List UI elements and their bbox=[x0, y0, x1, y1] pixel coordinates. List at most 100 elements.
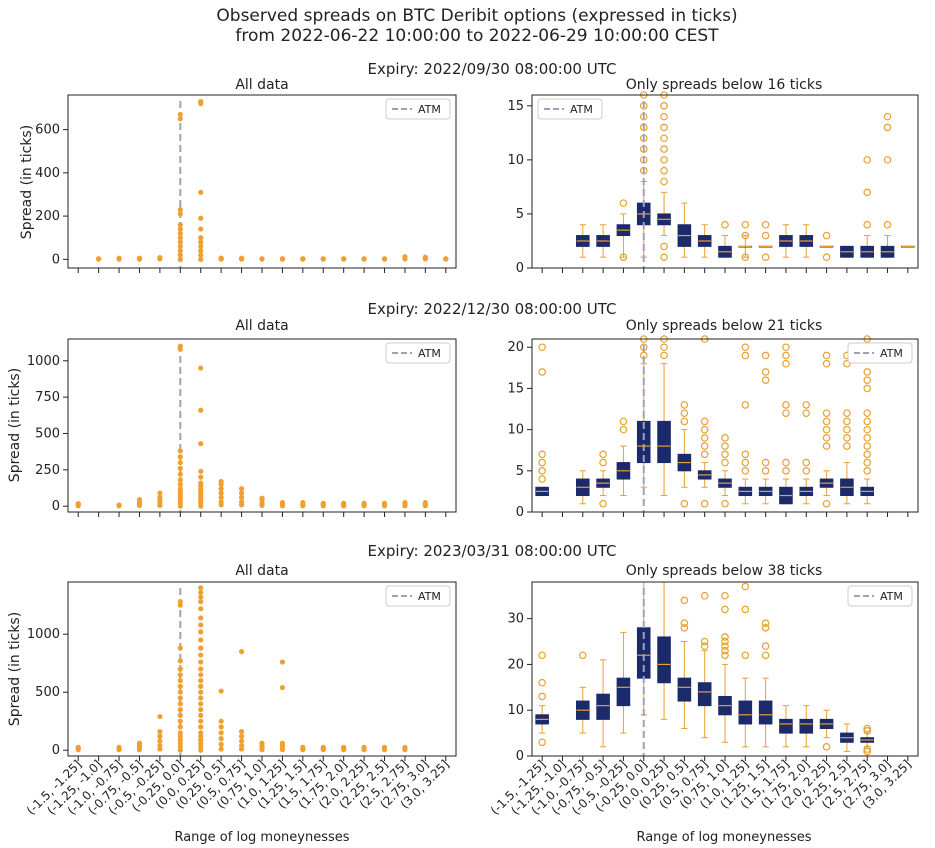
scatter-point bbox=[238, 733, 245, 739]
legend-label: ATM bbox=[570, 103, 593, 116]
outlier-point bbox=[863, 442, 872, 450]
scatter-point bbox=[177, 730, 183, 736]
x-axis-label-left: Range of log moneynesses bbox=[174, 830, 349, 845]
scatter-point bbox=[177, 454, 183, 460]
outlier-point bbox=[680, 417, 689, 426]
scatter-point bbox=[177, 486, 183, 492]
y-tick-label: 600 bbox=[35, 123, 60, 138]
box-iqr bbox=[799, 718, 814, 734]
outlier-point bbox=[680, 409, 689, 417]
y-tick-label: 250 bbox=[35, 463, 60, 478]
scatter-point bbox=[177, 724, 183, 730]
outlier-point bbox=[883, 112, 892, 121]
outlier-point bbox=[660, 145, 668, 153]
scatter-point bbox=[177, 343, 183, 349]
scatter-point bbox=[218, 486, 224, 492]
scatter-point bbox=[157, 490, 163, 496]
box-plot bbox=[657, 581, 671, 720]
plot-border bbox=[531, 94, 919, 269]
y-tick-label: 0 bbox=[52, 252, 60, 267]
scatter-point bbox=[198, 645, 204, 651]
scatter-point bbox=[198, 243, 204, 249]
y-tick-label: 500 bbox=[35, 426, 60, 441]
scatter-point bbox=[198, 718, 204, 724]
box-plot bbox=[758, 351, 773, 505]
outlier-point bbox=[619, 425, 628, 434]
outlier-point bbox=[619, 253, 628, 261]
expiry-title: Expiry: 2022/09/30 08:00:00 UTC bbox=[368, 60, 617, 78]
box-plot bbox=[575, 470, 590, 505]
outlier-point bbox=[863, 368, 872, 376]
box-plot bbox=[779, 705, 793, 748]
outlier-point bbox=[863, 458, 872, 467]
box-plot bbox=[718, 434, 732, 508]
box-plot bbox=[779, 343, 793, 505]
box-plot bbox=[677, 202, 692, 258]
plot-border bbox=[67, 338, 457, 513]
scatter-point bbox=[177, 707, 183, 713]
outlier-point bbox=[843, 359, 851, 368]
scatter-point bbox=[177, 481, 183, 487]
outlier-point bbox=[863, 156, 872, 164]
scatter-point bbox=[422, 499, 428, 506]
scatter-point bbox=[177, 252, 183, 258]
box-plot bbox=[840, 723, 854, 752]
y-tick-label: 1000 bbox=[27, 354, 60, 369]
scatter-point bbox=[238, 649, 245, 655]
outlier-point bbox=[802, 458, 811, 467]
box-plot bbox=[596, 224, 610, 258]
outlier-point bbox=[700, 499, 709, 508]
scatter-point bbox=[381, 500, 388, 506]
outlier-point bbox=[741, 231, 750, 240]
scatter-point bbox=[259, 256, 265, 262]
y-tick-label: 5 bbox=[516, 464, 524, 479]
legend-label: ATM bbox=[880, 590, 903, 603]
scatter-point bbox=[177, 712, 183, 719]
box-plot-filtered: 0 10 20 30 ATM bbox=[507, 581, 919, 764]
scatter-point bbox=[238, 486, 245, 492]
scatter-point bbox=[198, 480, 204, 486]
outlier-point bbox=[660, 351, 668, 360]
outlier-point bbox=[822, 409, 831, 417]
box-plot bbox=[657, 335, 671, 497]
scatter-point bbox=[177, 599, 183, 605]
outlier-point bbox=[741, 450, 750, 459]
scatter-point bbox=[198, 701, 204, 707]
legend-box bbox=[385, 342, 451, 364]
scatter-point bbox=[198, 441, 204, 447]
outlier-point bbox=[863, 384, 872, 393]
box-iqr bbox=[616, 677, 631, 707]
outlier-point bbox=[761, 220, 770, 229]
scatter-point bbox=[157, 742, 163, 749]
scatter-point bbox=[320, 500, 326, 506]
outlier-point bbox=[822, 231, 831, 240]
outlier-point bbox=[660, 134, 668, 143]
scatter-point bbox=[341, 500, 347, 506]
scatter-point bbox=[177, 683, 183, 690]
outlier-point bbox=[761, 376, 770, 384]
outlier-point bbox=[863, 425, 872, 434]
outlier-point bbox=[680, 623, 689, 632]
outlier-point bbox=[843, 425, 851, 434]
plot-border bbox=[531, 338, 919, 513]
scatter-point bbox=[198, 683, 204, 690]
box-plot bbox=[758, 619, 773, 748]
scatter-point bbox=[116, 502, 122, 508]
scatter-point bbox=[116, 255, 122, 261]
outlier-point bbox=[843, 409, 851, 417]
outlier-point bbox=[741, 220, 750, 229]
outlier-point bbox=[721, 605, 729, 614]
scatter-point bbox=[157, 733, 163, 739]
figure-title-line1: Observed spreads on BTC Deribit options … bbox=[216, 6, 737, 26]
y-tick-label: 0 bbox=[516, 261, 524, 276]
scatter-point bbox=[279, 684, 286, 691]
scatter-point bbox=[422, 254, 428, 260]
outlier-point bbox=[782, 351, 790, 360]
scatter-point bbox=[279, 256, 286, 262]
outlier-point bbox=[660, 343, 668, 352]
scatter-point bbox=[198, 707, 204, 713]
scatter-point bbox=[136, 497, 143, 503]
scatter-point bbox=[198, 689, 204, 695]
y-tick-label: 10 bbox=[507, 153, 524, 168]
outlier-point bbox=[741, 582, 750, 591]
